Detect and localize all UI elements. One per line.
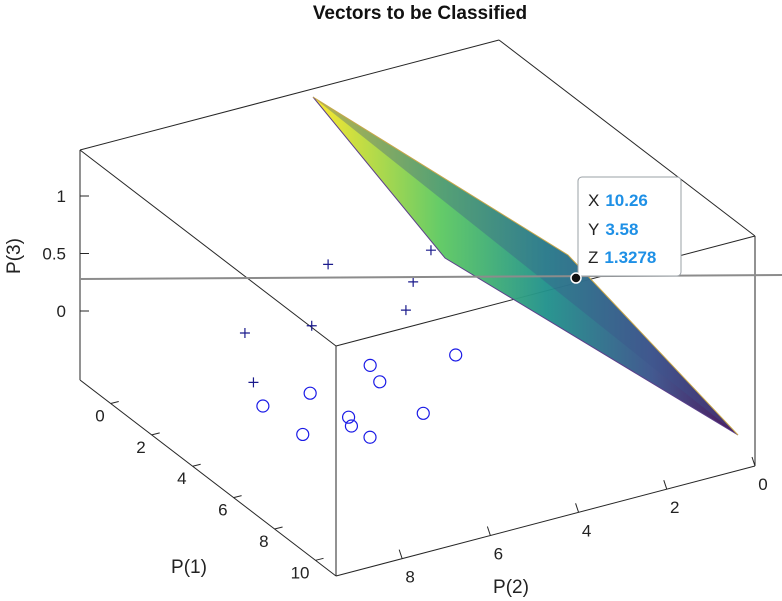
tick-label: 2 — [136, 438, 145, 457]
svg-text:Z1.3278: Z 1.3278 — [588, 248, 656, 267]
tick-label: 0 — [95, 407, 104, 426]
tick-mark — [398, 549, 403, 559]
tick-mark — [192, 463, 201, 467]
plus-point — [248, 377, 259, 388]
tick-mark — [315, 557, 324, 561]
svg-text:X10.26: X 10.26 — [588, 191, 648, 210]
circle-point — [296, 427, 310, 442]
decision-surface-shade — [313, 97, 738, 435]
datatip-x-value: 10.26 — [605, 191, 648, 210]
tick-label: 4 — [177, 469, 186, 488]
decision-surface — [313, 97, 738, 435]
box-edge — [79, 149, 337, 347]
y-axis-label: P(2) — [493, 577, 529, 598]
axis-ticks: 0 2 4 6 8 10 0 2 4 6 8 0 0.5 1 — [42, 187, 767, 587]
surface-edge — [312, 96, 739, 436]
tick-mark — [751, 456, 756, 467]
tick-label: 2 — [670, 498, 679, 517]
circle-point — [344, 419, 359, 433]
tick-mark — [151, 432, 160, 436]
box-edge — [79, 39, 500, 151]
surface-edge — [312, 96, 739, 436]
circle-point — [416, 406, 430, 420]
svg-text:Y3.58: Y 3.58 — [588, 220, 638, 239]
tick-mark — [663, 479, 668, 490]
axes-box — [79, 39, 756, 577]
circle-point — [363, 358, 377, 372]
tick-label: 0 — [57, 302, 66, 321]
datatip-z-label: Z — [588, 248, 598, 267]
tick-label: 8 — [405, 568, 414, 587]
tick-label: 10 — [291, 563, 310, 582]
circle-point — [363, 430, 377, 444]
datatip-z-value: 1.3278 — [604, 248, 656, 267]
tick-mark — [110, 401, 119, 405]
tick-label: 4 — [582, 521, 591, 540]
circle-point — [341, 410, 356, 424]
x-axis-label: P(1) — [171, 557, 207, 578]
x-axis-line — [79, 379, 337, 577]
tick-mark — [486, 526, 491, 536]
tick-label: 8 — [259, 532, 268, 551]
decision-plane — [79, 96, 782, 436]
datatip[interactable]: X 10.26 Y 3.58 Z 1.3278 — [570, 176, 682, 284]
y-axis-line — [335, 465, 756, 577]
plus-point — [408, 276, 419, 287]
chart-title: Vectors to be Classified — [313, 3, 527, 24]
datatip-box — [577, 176, 682, 277]
plus-point — [323, 259, 334, 270]
data-marks — [239, 245, 463, 444]
tick-mark — [233, 495, 242, 499]
circle-point — [303, 386, 317, 400]
tick-label: 0 — [758, 475, 767, 494]
tick-label: 6 — [218, 501, 227, 520]
tick-label: 6 — [494, 544, 503, 563]
circle-point — [449, 348, 463, 362]
plus-point — [400, 305, 411, 316]
datatip-y-value: 3.58 — [605, 220, 638, 239]
datatip-x-label: X — [588, 191, 599, 210]
tick-label: 0.5 — [42, 245, 66, 264]
plus-point — [239, 327, 250, 338]
plus-point — [306, 320, 317, 331]
plus-point — [425, 245, 436, 256]
circle-point — [373, 375, 387, 389]
z-axis-label: P(3) — [4, 238, 25, 274]
box-edge — [498, 39, 756, 237]
datatip-y-label: Y — [588, 220, 599, 239]
datatip-marker — [570, 272, 582, 284]
circle-point — [256, 399, 270, 413]
tick-mark — [575, 503, 580, 513]
tick-mark — [274, 526, 283, 530]
tick-label: 1 — [57, 187, 66, 206]
